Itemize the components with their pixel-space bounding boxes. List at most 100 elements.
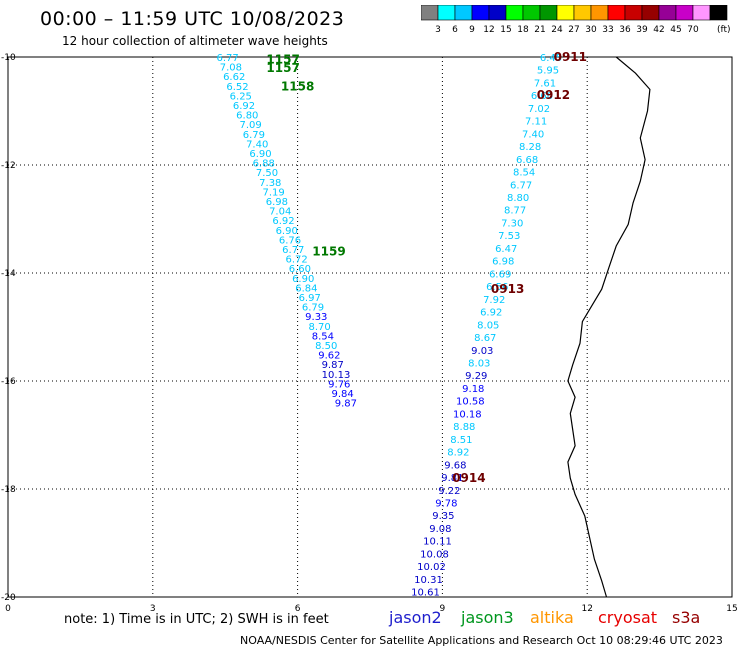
map-title: 00:00 – 11:59 UTC 10/08/2023 [40, 8, 345, 30]
wave-height-value: 7.30 [501, 219, 523, 230]
wave-height-value: 8.80 [507, 193, 529, 204]
pass-time-label: 1157 [266, 61, 299, 75]
pass-time-label: 1159 [312, 244, 345, 258]
wave-height-value: 9.33 [305, 312, 327, 323]
colorbar-unit: (ft) [717, 25, 731, 35]
wave-height-value: 6.77 [282, 245, 304, 256]
x-tick-label: 9 [440, 604, 446, 614]
wave-height-value: 6.77 [216, 53, 238, 64]
wave-height-value: 6.84 [295, 283, 317, 294]
colorbar-tick-label: 18 [517, 25, 529, 35]
wave-height-value: 9.87 [335, 399, 357, 410]
wave-height-value: 7.50 [256, 168, 278, 179]
colorbar-tick-label: 21 [534, 25, 545, 35]
wave-height-value: 9.76 [328, 379, 350, 390]
wave-height-value: 7.40 [246, 139, 268, 150]
mission-jason3: jason3 [461, 608, 514, 627]
y-tick-label: -20 [1, 593, 16, 603]
wave-height-value: 6.88 [253, 159, 275, 170]
colorbar-tick-label: 27 [568, 25, 579, 35]
x-tick-label: 12 [581, 604, 592, 614]
wave-height-value: 6.62 [223, 72, 245, 83]
y-tick-label: -16 [1, 377, 16, 387]
footer-note: note: 1) Time is in UTC; 2) SWH is in fe… [64, 612, 329, 627]
wave-height-value: 5.95 [537, 66, 559, 77]
wave-height-value: 10.08 [420, 549, 449, 560]
wave-height-value: 8.28 [519, 142, 541, 153]
wave-height-value: 9.08 [429, 524, 451, 535]
wave-height-value: 9.18 [462, 384, 484, 395]
wave-height-value: 6.90 [249, 149, 271, 160]
wave-height-value: 6.69 [489, 269, 511, 280]
wave-height-value: 9.29 [465, 371, 487, 382]
y-tick-label: -14 [1, 269, 16, 279]
x-tick-label: 6 [295, 604, 301, 614]
x-tick-label: 0 [5, 604, 11, 614]
wave-height-value: 6.98 [266, 197, 288, 208]
wave-height-value: 7.08 [220, 63, 242, 74]
wave-height-value: 6.60 [289, 264, 311, 275]
wave-height-value: 9.35 [432, 511, 454, 522]
wave-height-value: 7.53 [498, 231, 520, 242]
mission-s3a: s3a [672, 608, 701, 627]
wave-height-value: 6.68 [516, 155, 538, 166]
wave-height-value: 6.72 [285, 255, 307, 266]
pass-time-label: 1157 [266, 53, 299, 67]
wave-height-value: 9.62 [318, 351, 340, 362]
colorbar-tick-label: 15 [500, 25, 511, 35]
pass-time-label: 0912 [537, 88, 570, 102]
colorbar-tick-label: 36 [619, 25, 631, 35]
colorbar-tick-label: 45 [670, 25, 681, 35]
wave-height-value: 8.70 [308, 322, 330, 333]
map-subtitle: 12 hour collection of altimeter wave hei… [62, 34, 328, 48]
wave-height-value: 6.56 [486, 282, 508, 293]
wave-height-value: 7.02 [528, 104, 550, 115]
wave-height-value: 9.84 [331, 389, 353, 400]
wave-height-value: 10.31 [414, 575, 443, 586]
wave-height-value: 8.92 [447, 448, 469, 459]
wave-height-value: 6.52 [226, 82, 248, 93]
wave-height-value: 7.61 [534, 79, 556, 90]
colorbar-tick-label: 24 [551, 25, 563, 35]
wave-height-value: 8.51 [450, 435, 472, 446]
wave-height-value: 9.68 [444, 460, 466, 471]
mission-cryosat: cryosat [598, 608, 658, 627]
wave-height-value: 8.88 [453, 422, 475, 433]
wave-height-value: 10.02 [417, 562, 446, 573]
wave-height-value: 8.03 [468, 359, 490, 370]
wave-height-value: 6.80 [236, 111, 258, 122]
coastline [567, 56, 651, 598]
colorbar-tick-label: 70 [687, 25, 699, 35]
wave-height-value: 10.61 [411, 588, 440, 599]
wave-height-value: 10.11 [423, 537, 452, 548]
y-tick-label: -10 [1, 53, 16, 63]
wave-height-value: 7.09 [239, 120, 261, 131]
colorbar-swatch [709, 5, 728, 21]
plot-frame [7, 56, 733, 598]
colorbar-tick-label: 3 [435, 25, 441, 35]
wave-height-value: 7.38 [259, 178, 281, 189]
wave-height-value: 9.03 [471, 346, 493, 357]
wave-height-value: 9.81 [441, 473, 463, 484]
wave-height-value: 8.67 [474, 333, 496, 344]
wave-height-value: 6.90 [292, 274, 314, 285]
colorbar-tick-label: 33 [602, 25, 613, 35]
credit-line: NOAA/NESDIS Center for Satellite Applica… [240, 634, 723, 647]
wave-height-value: 6.90 [276, 226, 298, 237]
wave-height-value: 6.92 [233, 101, 255, 112]
colorbar-tick-label: 42 [653, 25, 664, 35]
wave-height-value: 6.97 [299, 293, 321, 304]
wave-height-value: 8.54 [312, 331, 334, 342]
pass-time-label: 0911 [554, 50, 587, 64]
wave-height-value: 7.11 [525, 117, 547, 128]
x-tick-label: 15 [726, 604, 737, 614]
wave-height-value: 7.04 [269, 207, 291, 218]
wave-height-value: 6.76 [279, 235, 301, 246]
wave-height-value: 6.60 [531, 91, 553, 102]
wave-height-value: 6.25 [230, 91, 252, 102]
colorbar-tick-label: 6 [452, 25, 458, 35]
pass-time-label: 0913 [491, 282, 524, 296]
wave-height-value: 6.47 [495, 244, 517, 255]
mission-jason2: jason2 [389, 608, 442, 627]
x-tick-label: 3 [150, 604, 156, 614]
